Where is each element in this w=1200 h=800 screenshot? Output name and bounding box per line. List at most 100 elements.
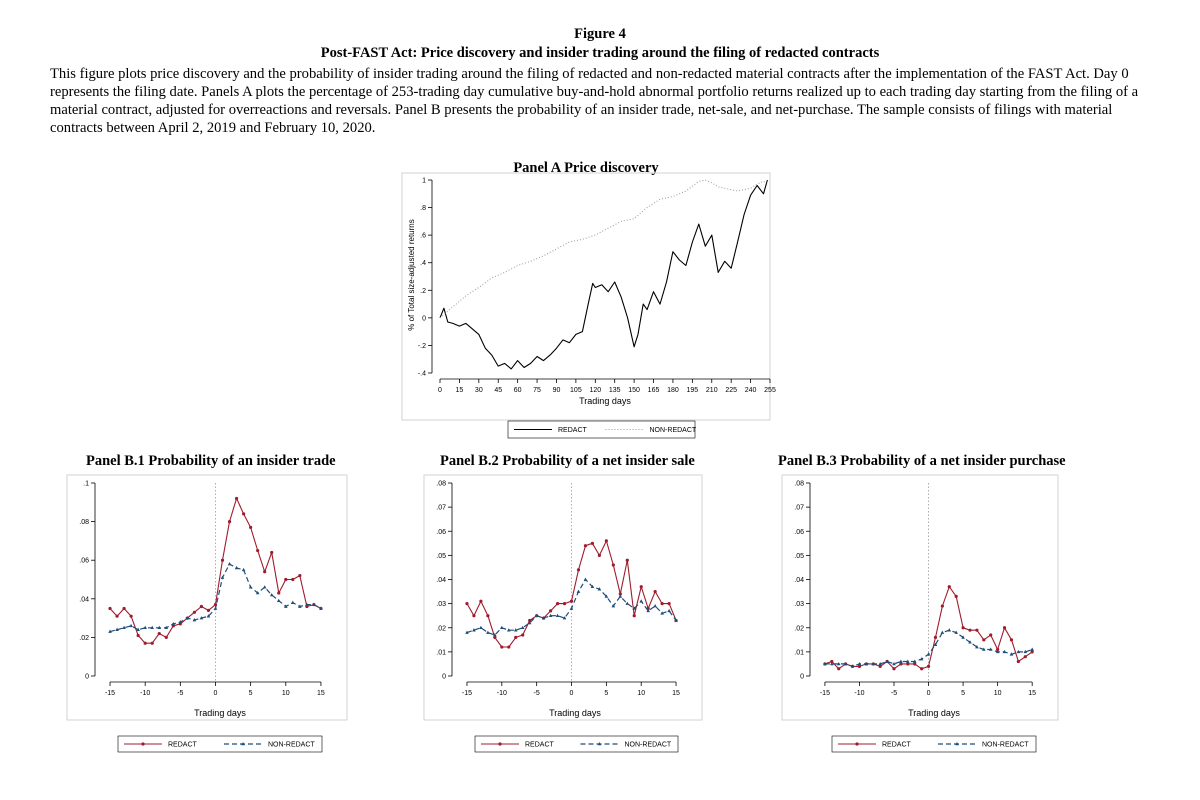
panel-b3-point-nonredact (1023, 649, 1028, 654)
panel-b3-point-nonredact (968, 640, 972, 644)
panel-b1-legend (117, 735, 323, 753)
panel-a-title: Panel A Price discovery (513, 160, 659, 176)
panel-a-xtick-label: 75 (533, 387, 541, 394)
panel-a-legend-label-redact: REDACT (558, 427, 588, 434)
panel-b3-legend-label-nonredact: NON-REDACT (982, 742, 1029, 749)
panel-b2-point-nonredact (472, 628, 476, 632)
panel-b2-xtick-label: 0 (570, 690, 574, 697)
panel-b2-xtick-label: 15 (672, 690, 680, 697)
panel-b2-ytick-label: .04 (436, 577, 446, 584)
panel-b3-xtick-label: 0 (927, 690, 931, 697)
panel-b2-point-redact (660, 602, 664, 606)
panel-b1-ytick-label: .02 (79, 635, 89, 642)
panel-b1-point-nonredact (234, 565, 239, 570)
panel-b1-legend-label-nonredact: NON-REDACT (268, 742, 315, 749)
panel-a-xtick-label: 255 (764, 387, 776, 394)
panel-b2-legend-marker-nonredact (597, 742, 602, 746)
figure-caption: This figure plots price discovery and th… (50, 66, 1139, 136)
panel-b3-legend-marker-redact (855, 742, 859, 746)
panel-b3-ytick-label: .07 (794, 505, 804, 512)
panel-b1-point-redact (291, 577, 295, 582)
panel-b2-point-redact (562, 602, 567, 606)
panel-b2-point-redact (549, 609, 553, 613)
panel-b2-xtick-label: 10 (637, 690, 645, 697)
panel-b2-point-nonredact (590, 584, 595, 589)
panel-b2-point-nonredact (486, 630, 490, 634)
panel-b2-point-nonredact (611, 604, 616, 608)
panel-a-xtick-label: 90 (553, 387, 561, 394)
panel-a-xtick-label: 240 (745, 387, 757, 394)
panel-b3-point-redact (954, 594, 958, 598)
panel-a-ytick-label: .2 (420, 288, 426, 295)
panel-b2-legend-label-redact: REDACT (525, 742, 555, 749)
panel-b2-point-redact (472, 614, 476, 618)
panel-b1-point-nonredact (241, 567, 246, 572)
panel-b3-point-nonredact (885, 659, 889, 663)
panel-b2-point-redact (618, 592, 622, 596)
panel-b1-point-redact (199, 604, 204, 609)
panel-b2-point-redact (667, 602, 671, 606)
panel-b2-point-nonredact (465, 630, 469, 634)
panel-b1-ytick-label: .04 (79, 596, 89, 603)
panel-b1-point-nonredact (227, 562, 232, 566)
panel-b2-point-nonredact (541, 616, 546, 620)
panel-b2-point-redact (625, 558, 629, 562)
panel-b3-point-redact (913, 662, 917, 666)
panel-b2-point-nonredact (653, 604, 657, 608)
panel-b3-point-redact (1009, 638, 1014, 642)
panel-b2-xlabel: Trading days (549, 708, 601, 718)
panel-b2-ytick-label: 0 (442, 674, 446, 681)
panel-b2-point-redact (611, 563, 615, 567)
panel-b1-point-redact (256, 548, 260, 553)
panel-b1-point-nonredact (136, 627, 140, 631)
panel-b1-point-redact (277, 591, 281, 595)
panel-a-series-non-redact-line (439, 179, 768, 319)
panel-b3-ytick-label: 0 (800, 674, 804, 681)
panel-b3-ytick-label: .08 (794, 481, 804, 488)
panel-b1-point-redact (157, 631, 161, 636)
panel-b3-point-nonredact (871, 661, 876, 666)
panel-b1-point-nonredact (171, 621, 176, 626)
panel-b3-point-redact (906, 662, 910, 666)
panel-b1-point-nonredact (283, 604, 288, 608)
panel-b1-point-nonredact (143, 625, 147, 630)
panel-b2-ytick-label: .07 (436, 505, 446, 512)
figure-label: Figure 4 (574, 26, 626, 42)
panel-b2-ytick-label: .05 (436, 553, 446, 560)
panel-b1-point-redact (270, 550, 274, 555)
panel-b2-point-nonredact (632, 606, 637, 610)
panel-a-series-redact-line (439, 179, 768, 370)
panel-b2-point-redact (590, 541, 595, 545)
panel-b3-xtick-label: -10 (854, 690, 864, 697)
panel-b2-xtick-label: -5 (534, 690, 540, 697)
panel-b3-point-nonredact (912, 659, 917, 663)
panel-b3-ytick-label: .05 (794, 553, 804, 560)
panel-b1-point-nonredact (164, 625, 169, 630)
panel-b3-point-nonredact (982, 647, 986, 651)
panel-b2-point-nonredact (479, 625, 483, 630)
panel-b1-point-nonredact (276, 598, 281, 603)
panel-b2-point-nonredact (583, 577, 588, 581)
panel-b1-point-nonredact (108, 629, 112, 633)
panel-b1-point-nonredact (157, 625, 162, 630)
panel-b2-point-nonredact (604, 594, 609, 598)
panel-b2-xtick-label: -10 (497, 690, 507, 697)
panel-b2-point-nonredact (527, 620, 532, 625)
panel-b2-point-nonredact (562, 616, 567, 620)
panel-b2-ytick-label: .08 (436, 481, 446, 488)
panel-b3-point-redact (947, 585, 951, 589)
panel-b1-point-nonredact (199, 616, 204, 620)
panel-b1-legend-label-redact: REDACT (168, 742, 198, 749)
panel-b1-point-redact (249, 525, 253, 529)
panel-b3-xtick-label: 15 (1028, 690, 1036, 697)
panel-a-ytick-label: 0 (422, 315, 426, 322)
panel-b3-xtick-label: 5 (961, 690, 965, 697)
panel-b1-point-nonredact (319, 606, 323, 610)
panel-b3-point-redact (1002, 626, 1007, 630)
panel-b2-point-redact (569, 599, 574, 603)
panel-a-xtick-label: 195 (687, 387, 699, 394)
panel-b3-title: Panel B.3 Probability of a net insider p… (778, 453, 1066, 469)
panel-b2-ytick-label: .06 (436, 529, 446, 536)
panel-b3-point-nonredact (892, 661, 896, 666)
panel-b1-point-redact (122, 606, 126, 611)
